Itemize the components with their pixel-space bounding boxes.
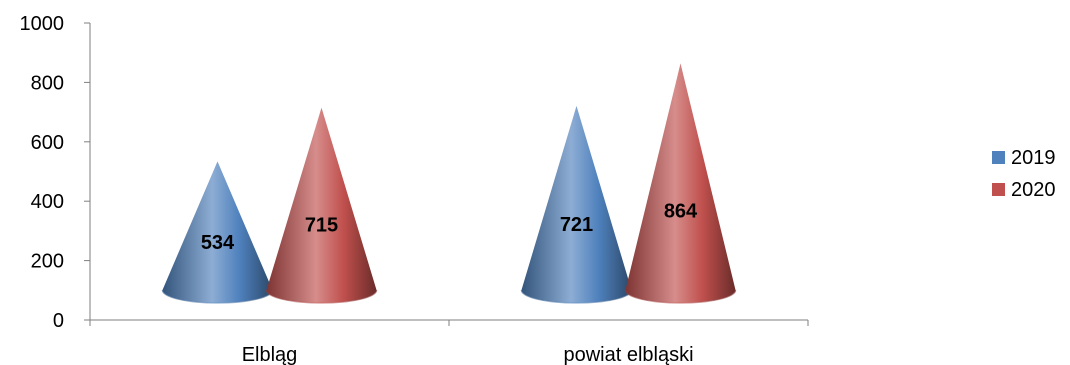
- data-labels: 534 715 721 864: [201, 200, 698, 253]
- cone-body: [626, 63, 736, 303]
- legend-swatch: [992, 183, 1005, 196]
- cone-2020-1: [626, 63, 736, 303]
- chart-marks: [163, 63, 736, 303]
- legend: 2019 2020: [992, 147, 1056, 201]
- cone-body: [522, 106, 632, 303]
- data-label: 534: [201, 232, 235, 254]
- legend-item-2020: 2020: [992, 179, 1056, 201]
- legend-label: 2019: [1011, 147, 1056, 169]
- y-tick-label: 1000: [20, 13, 65, 35]
- legend-swatch: [992, 151, 1005, 164]
- legend-label: 2020: [1011, 179, 1056, 201]
- y-tick-label: 800: [31, 72, 64, 94]
- x-category-label: Elbląg: [242, 344, 298, 365]
- y-tick-label: 200: [31, 251, 64, 273]
- cone-2019-1: [522, 106, 632, 303]
- data-label: 715: [305, 215, 338, 237]
- y-tick-label: 0: [53, 310, 64, 332]
- y-tick-label: 400: [31, 191, 64, 213]
- x-category-label: powiat elbląski: [563, 344, 693, 365]
- cone-body: [267, 108, 377, 303]
- data-label: 721: [560, 214, 593, 236]
- y-tick-label: 600: [31, 132, 64, 154]
- data-label: 864: [664, 200, 698, 222]
- cone-2020-0: [267, 108, 377, 303]
- legend-item-2019: 2019: [992, 147, 1056, 169]
